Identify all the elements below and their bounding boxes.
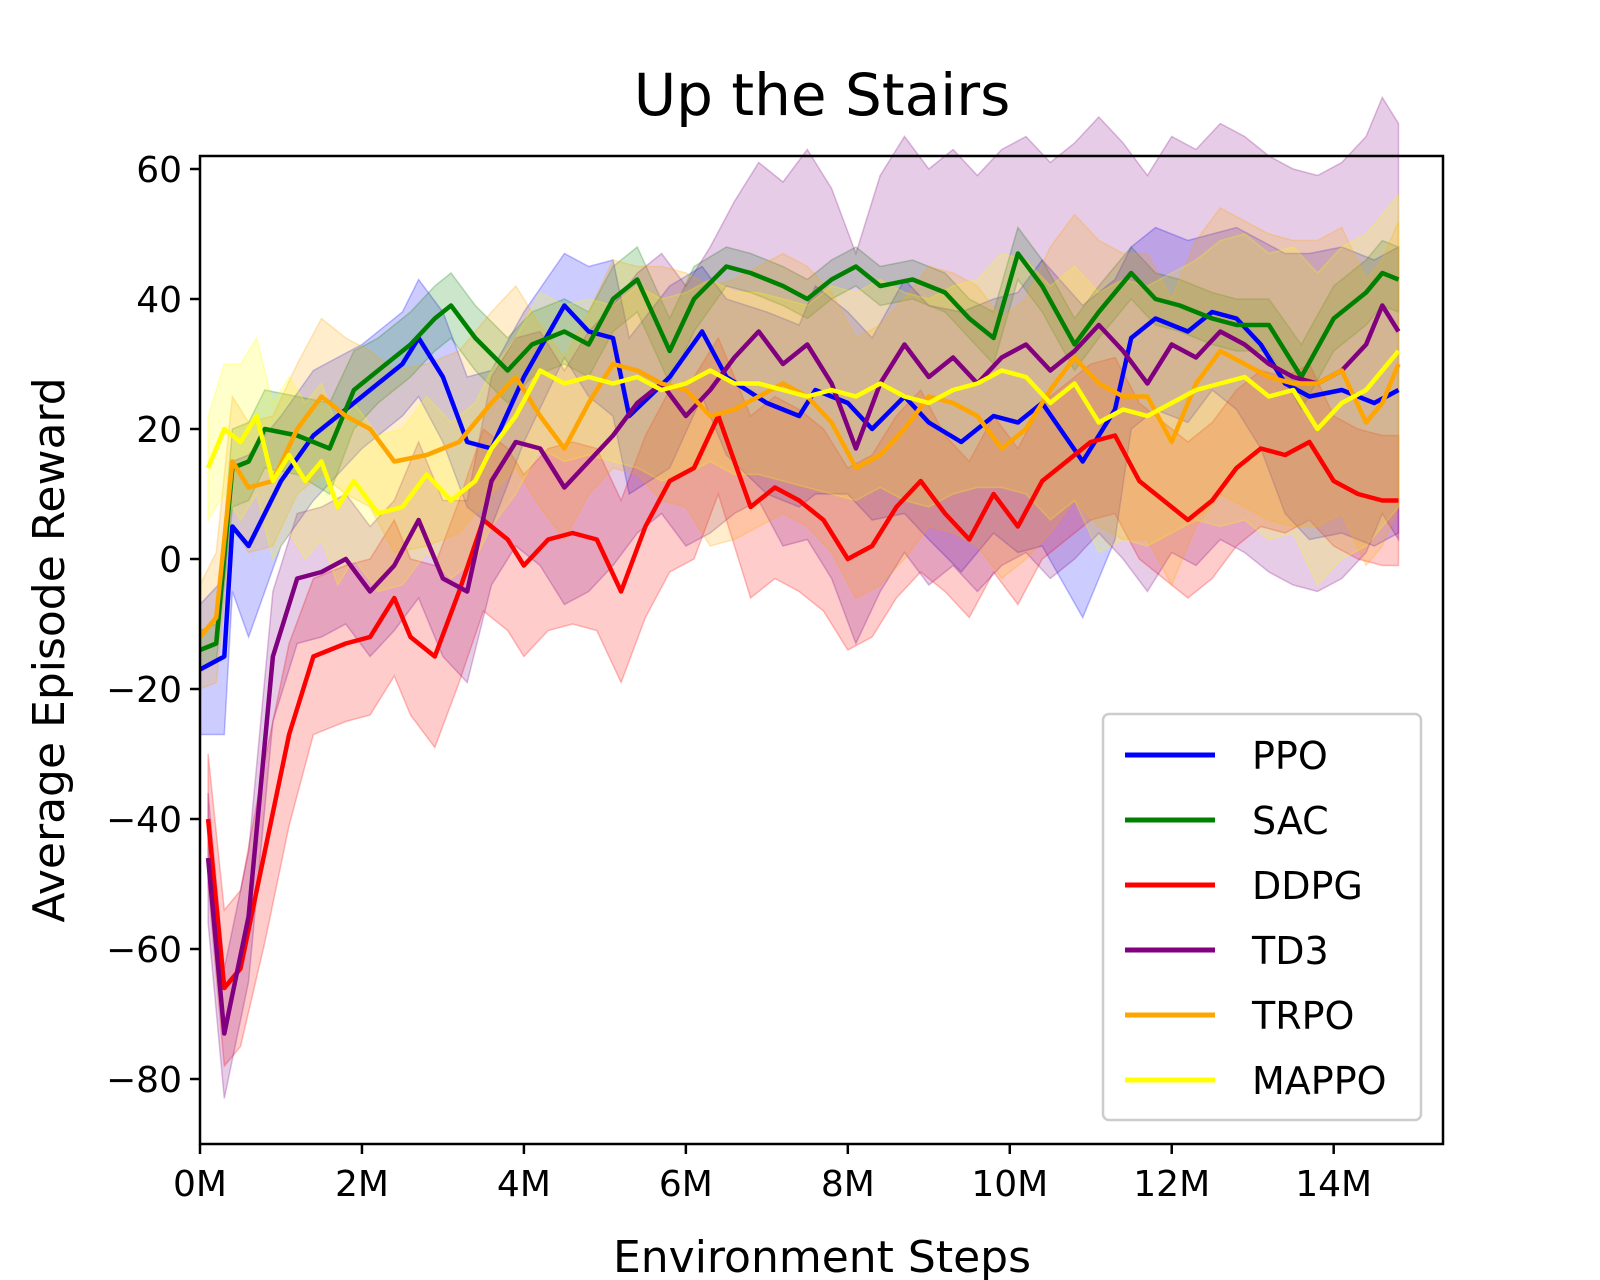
plot-frame bbox=[198, 154, 1445, 1146]
x-tick-label: 14M bbox=[1295, 1164, 1372, 1205]
legend-label-trpo: TRPO bbox=[1251, 994, 1354, 1038]
x-tick-label: 4M bbox=[497, 1164, 551, 1205]
y-tick-label: −80 bbox=[106, 1060, 182, 1101]
td3-line bbox=[205, 303, 1401, 1036]
x-tick-label: 0M bbox=[173, 1164, 227, 1205]
y-tick-label: 0 bbox=[159, 540, 182, 581]
y-tick-label: 40 bbox=[136, 280, 182, 321]
y-axis-ticks: −80 −60 −40 −20 0 20 40 60 bbox=[106, 150, 200, 1101]
x-tick-label: 2M bbox=[335, 1164, 389, 1205]
y-tick-label: 20 bbox=[136, 410, 182, 451]
legend-label-ddpg: DDPG bbox=[1252, 864, 1363, 908]
x-tick-label: 10M bbox=[971, 1164, 1048, 1205]
ppo-band bbox=[199, 226, 1400, 736]
ddpg-band bbox=[207, 336, 1400, 1068]
legend: PPO SAC DDPG TD3 TRPO MAPPO bbox=[1101, 712, 1423, 1122]
confidence-bands bbox=[199, 95, 1400, 1099]
chart-title: Up the Stairs bbox=[634, 61, 1011, 129]
legend-label-sac: SAC bbox=[1252, 799, 1329, 843]
legend-label-ppo: PPO bbox=[1252, 734, 1328, 778]
y-tick-label: −60 bbox=[106, 930, 182, 971]
x-tick-label: 12M bbox=[1133, 1164, 1210, 1205]
legend-items: PPO SAC DDPG TD3 TRPO MAPPO bbox=[1125, 734, 1387, 1103]
legend-label-mappo: MAPPO bbox=[1252, 1059, 1387, 1103]
td3-band bbox=[207, 95, 1400, 1099]
x-axis-ticks: 0M 2M 4M 6M 8M 10M 12M 14M bbox=[173, 1144, 1372, 1205]
series-lines bbox=[198, 251, 1401, 1036]
y-tick-label: −20 bbox=[106, 670, 182, 711]
ddpg-line bbox=[205, 413, 1399, 991]
sac-line bbox=[199, 251, 1400, 653]
sac-band bbox=[199, 225, 1400, 671]
y-axis-label: Average Episode Reward bbox=[24, 377, 75, 922]
x-tick-label: 8M bbox=[821, 1164, 875, 1205]
y-tick-label: −40 bbox=[106, 800, 182, 841]
x-axis-label: Environment Steps bbox=[613, 1232, 1031, 1280]
legend-label-td3: TD3 bbox=[1251, 929, 1329, 973]
legend-box bbox=[1101, 712, 1423, 1122]
x-tick-label: 6M bbox=[659, 1164, 713, 1205]
y-tick-label: 60 bbox=[136, 150, 182, 191]
mappo-line bbox=[206, 349, 1401, 516]
